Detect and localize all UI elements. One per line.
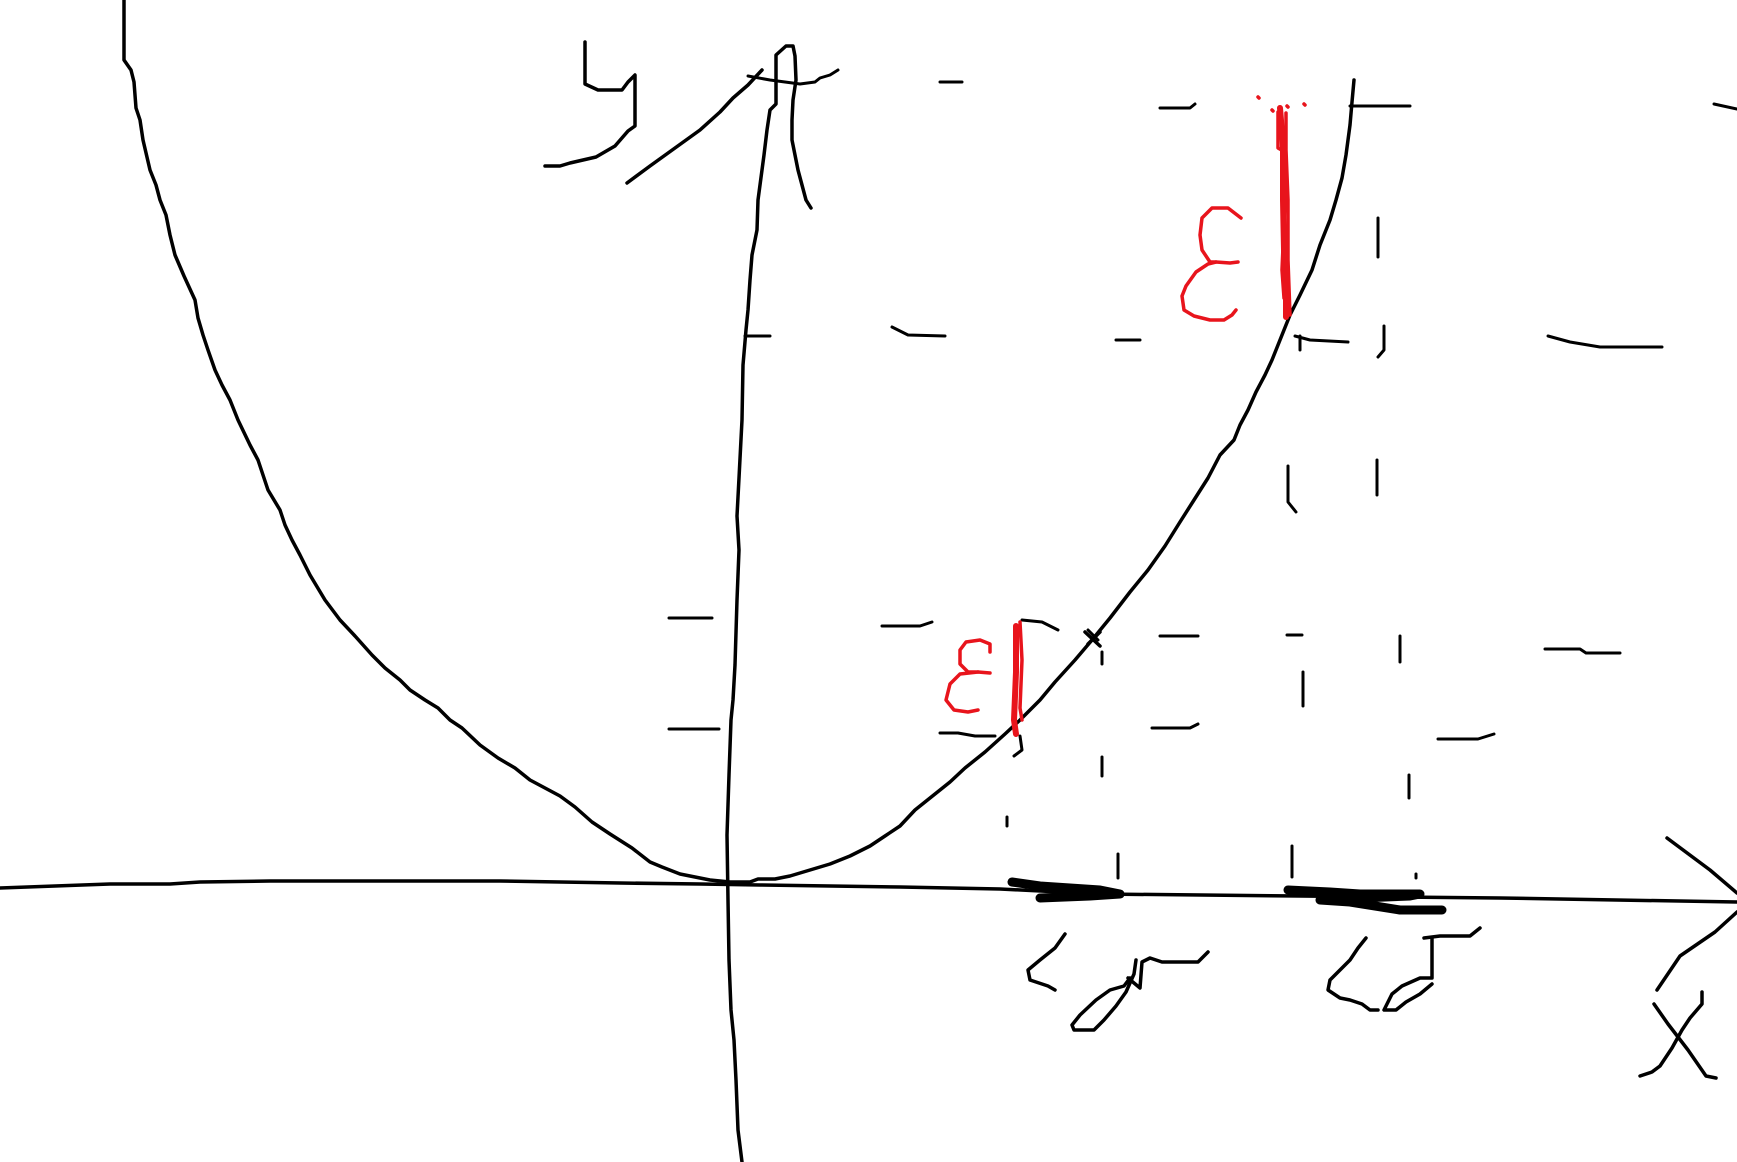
parabola-curve <box>122 0 1356 884</box>
curve-point-mark <box>1083 630 1102 648</box>
x-label-glyph <box>1638 990 1718 1080</box>
y-axis-arrow-crossbar <box>746 68 840 86</box>
delta-interval-upper <box>1283 885 1447 915</box>
epsilon-label-lower-glyph <box>944 638 992 714</box>
y-label-glyph <box>543 40 637 168</box>
delta-interval-lower <box>1007 877 1125 903</box>
y-axis-arrow-head <box>625 68 764 185</box>
horizontal-dash-guides <box>667 80 1737 741</box>
epsilon-label-upper-glyph <box>1180 206 1243 322</box>
y-axis <box>725 44 813 1162</box>
x-axis-arrow-head <box>1655 836 1737 992</box>
epsilon-interval-lower <box>1011 623 1019 737</box>
epsilon-interval-upper-detail <box>1276 110 1292 317</box>
x-axis <box>0 879 1737 904</box>
delta-label-lower-glyph <box>1026 932 1210 1032</box>
epsilon-interval-lower-detail <box>1018 620 1024 722</box>
epsilon-dots <box>1256 95 1307 113</box>
vertical-dash-guides <box>1005 216 1418 880</box>
delta-label-upper-glyph <box>1326 926 1482 1012</box>
